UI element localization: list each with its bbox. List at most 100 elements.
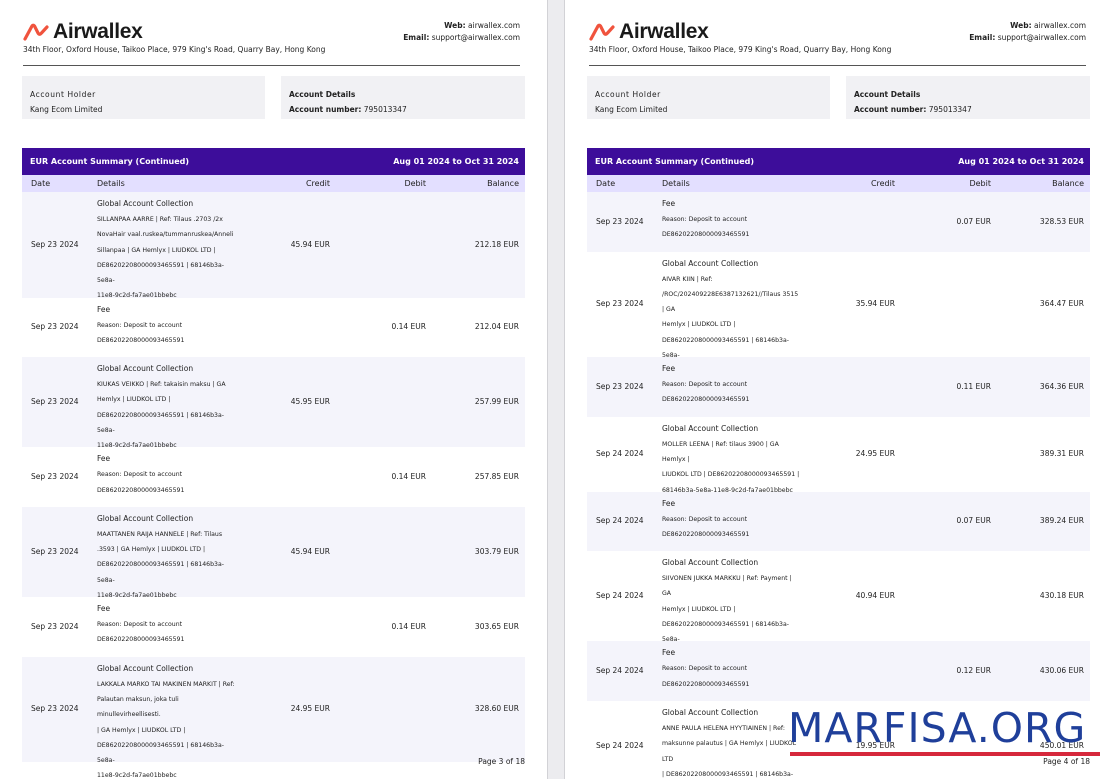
row-detail-line: DE86202208000093465591 | 68146b3a-5e8a- <box>97 561 224 584</box>
company-contact: Web: airwallex.com Email: support@airwal… <box>969 20 1086 44</box>
row-debit: 0.14 EUR <box>391 322 426 332</box>
row-details: Fee Reason: Deposit to account DE862022080… <box>662 648 800 692</box>
row-transaction-type: Global Account Collection <box>97 364 194 374</box>
account-details-box: Account Details Account number: 79501334… <box>846 76 1090 119</box>
row-date: Sep 23 2024 <box>596 299 644 309</box>
table-row: Sep 24 2024 19.95 EUR 450.01 EUR Global Acc… <box>587 700 1090 779</box>
row-date: Sep 23 2024 <box>596 381 644 391</box>
column-balance: Balance <box>1052 179 1084 188</box>
row-detail-line: Reason: Deposit to account <box>97 621 183 629</box>
account-number: 795013347 <box>363 105 407 114</box>
row-transaction-type: Fee <box>662 648 676 658</box>
row-detail-line: Reason: Deposit to account <box>97 321 183 329</box>
summary-title-bar: EUR Account Summary (Continued) Aug 01 2… <box>587 148 1090 175</box>
row-credit: 24.95 EUR <box>855 449 895 459</box>
row-details: Fee Reason: Deposit to account DE862022080… <box>97 604 235 648</box>
row-credit: 19.95 EUR <box>855 741 895 751</box>
table-row: Sep 23 2024 35.94 EUR 364.47 EUR Global Acc… <box>587 251 1090 374</box>
row-credit: 35.94 EUR <box>855 299 895 309</box>
summary-title-bar: EUR Account Summary (Continued) Aug 01 2… <box>22 148 525 175</box>
account-holder-label: Account Holder <box>30 90 96 99</box>
row-detail-line: SILLANPAA AARRE | Ref: Tilaus .2703 /2x <box>97 216 223 223</box>
row-debit: 0.11 EUR <box>956 381 991 391</box>
table-row: Sep 23 2024 0.11 EUR 364.36 EUR Fee Reason: … <box>587 357 1090 417</box>
column-credit: Credit <box>870 179 895 188</box>
row-date: Sep 23 2024 <box>31 322 79 332</box>
account-details-box: Account Details Account number: 79501334… <box>281 76 525 119</box>
row-detail-line: Reason: Deposit to account <box>662 216 748 223</box>
email-label: Email: <box>969 33 996 42</box>
row-transaction-type: Global Account Collection <box>662 423 759 433</box>
table-row: Sep 23 2024 0.14 EUR 257.85 EUR Fee Reason: … <box>22 447 525 507</box>
row-detail-line: 68146b3a-5e8a-11e8-9c2d-fa7ae01bbebc <box>662 486 793 494</box>
row-date: Sep 24 2024 <box>596 741 644 751</box>
row-detail-line: .3593 | GA Hemlyx | LIUDKOL LTD | <box>97 546 206 554</box>
row-transaction-type: Fee <box>662 364 676 374</box>
row-date: Sep 23 2024 <box>31 621 79 631</box>
row-detail-line: DE86202208000093465591 <box>662 231 750 239</box>
account-holder-label: Account Holder <box>595 90 661 99</box>
row-detail-line: Reason: Deposit to account <box>662 515 748 523</box>
row-details: Global Account Collection MAATTANEN RAIJA… <box>97 514 235 603</box>
row-details: Fee Reason: Deposit to account DE862022080… <box>662 199 800 243</box>
column-date: Date <box>31 179 51 188</box>
row-detail-line: Hemlyx | LIUDKOL LTD | <box>97 396 171 404</box>
table-header: Date Details Credit Debit Balance <box>587 175 1090 192</box>
row-detail-line: KIUKAS VEIKKO | Ref: takaisin maksu | GA <box>97 381 226 389</box>
column-debit: Debit <box>969 179 991 188</box>
row-detail-line: DE86202208000093465591 | 68146b3a-5e8a- <box>97 261 224 285</box>
row-details: Global Account Collection KIUKAS VEIKKO |… <box>97 364 235 453</box>
account-holder-name: Kang Ecom Limited <box>595 105 668 114</box>
summary-title: EUR Account Summary (Continued) <box>30 157 190 166</box>
row-detail-line: MOLLER LEENA | Ref: tilaus 3900 | GA Hem… <box>662 440 779 463</box>
row-detail-line: 11e8-9c2d-fa7ae01bbebc <box>97 592 177 600</box>
column-balance: Balance <box>487 179 519 188</box>
row-detail-line: | DE86202208000093465591 | 68146b3a-5e8a… <box>662 770 794 778</box>
logo-wordmark: Airwallex <box>53 20 143 43</box>
email-link[interactable]: support@airwallex.com <box>997 33 1086 42</box>
row-detail-line: DE86202208000093465591 <box>97 486 185 494</box>
row-debit: 0.07 EUR <box>956 516 991 526</box>
page-header: Airwallex 34th Floor, Oxford House, Taik… <box>23 18 520 66</box>
company-contact: Web: airwallex.com Email: support@airwal… <box>403 20 520 44</box>
table-row: Sep 23 2024 0.07 EUR 328.53 EUR Fee Reason: … <box>587 192 1090 252</box>
account-holder-box: Account Holder Kang Ecom Limited <box>22 76 265 119</box>
row-credit: 45.94 EUR <box>290 546 330 556</box>
row-balance: 303.65 EUR <box>474 621 519 631</box>
airwallex-logo: Airwallex <box>589 20 709 44</box>
row-balance: 257.99 EUR <box>474 397 519 407</box>
web-label: Web: <box>1010 21 1032 30</box>
table-header: Date Details Credit Debit Balance <box>22 175 525 192</box>
watermark-text: MARFISA.ORG <box>788 704 1087 752</box>
email-link[interactable]: support@airwallex.com <box>431 33 520 42</box>
row-detail-line: NovaHair vaal.ruskea/tummanruskea/Anneli <box>97 231 234 239</box>
row-detail-line: AIVAR KIIN | Ref: <box>662 275 713 283</box>
row-detail-line: DE86202208000093465591 <box>97 636 185 644</box>
watermark-underline <box>790 752 1100 756</box>
column-details: Details <box>97 179 125 188</box>
row-balance: 430.18 EUR <box>1039 591 1084 601</box>
row-detail-line: Sillanpaa | GA Hemlyx | LIUDKOL LTD | <box>97 246 216 254</box>
row-detail-line: ANNE PAULA HELENA HYYTIAINEN | Ref: <box>662 724 785 732</box>
row-detail-line: Hemlyx | LIUDKOL LTD | <box>662 605 736 613</box>
web-link[interactable]: airwallex.com <box>468 21 520 30</box>
airwallex-logo-icon <box>589 23 615 41</box>
row-detail-line: Reason: Deposit to account <box>662 381 748 389</box>
row-detail-line: | GA Hemlyx | LIUDKOL LTD | <box>97 726 186 734</box>
column-debit: Debit <box>404 179 426 188</box>
row-balance: 328.60 EUR <box>474 704 519 714</box>
row-detail-line: LAKKALA MARKO TAI MAKINEN MARKIT | Ref: <box>97 680 235 688</box>
row-date: Sep 23 2024 <box>31 546 79 556</box>
web-link[interactable]: airwallex.com <box>1034 21 1086 30</box>
row-transaction-type: Global Account Collection <box>662 558 759 568</box>
table-row: Sep 24 2024 0.07 EUR 389.24 EUR Fee Reason: … <box>587 491 1090 552</box>
row-detail-line: 11e8-9c2d-fa7ae01bbebc <box>97 772 177 779</box>
row-transaction-type: Fee <box>662 199 676 208</box>
row-transaction-type: Fee <box>662 498 676 508</box>
summary-period: Aug 01 2024 to Oct 31 2024 <box>393 157 519 166</box>
row-credit: 45.95 EUR <box>290 397 330 407</box>
account-number: 795013347 <box>928 105 972 114</box>
row-date: Sep 23 2024 <box>31 472 79 482</box>
row-detail-line: Reason: Deposit to account <box>662 665 748 673</box>
row-transaction-type: Fee <box>97 454 111 464</box>
